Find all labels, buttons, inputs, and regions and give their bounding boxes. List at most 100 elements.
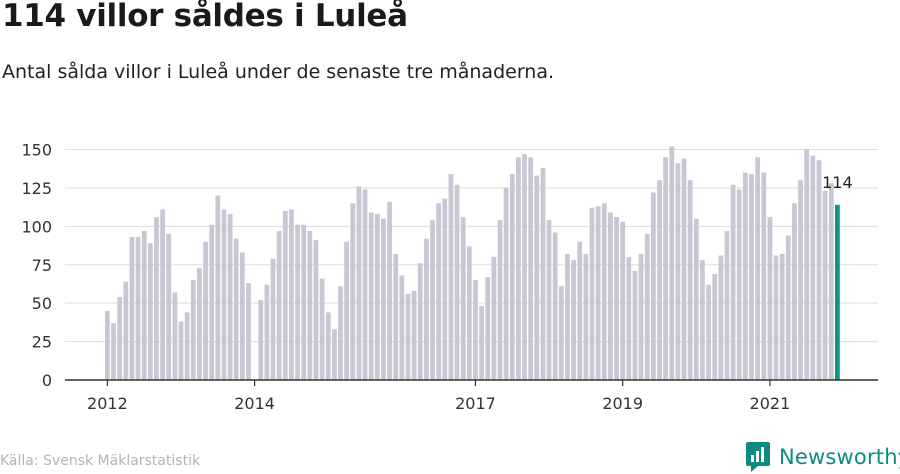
- source-note: Källa: Svensk Mäklarstatistik: [0, 453, 201, 469]
- bar: [344, 241, 350, 380]
- bar: [442, 198, 448, 380]
- bar: [147, 243, 153, 380]
- bar: [233, 238, 239, 380]
- bar: [614, 217, 619, 380]
- bar: [497, 220, 503, 380]
- bar: [436, 203, 442, 380]
- y-axis-tick-labels: 0 25 50 75 100 125 150: [21, 141, 52, 391]
- bar: [742, 172, 748, 380]
- bar: [755, 157, 761, 380]
- bar: [135, 237, 141, 380]
- bar: [289, 209, 294, 380]
- bar: [516, 157, 521, 380]
- bar: [399, 275, 405, 380]
- bar: [466, 246, 472, 380]
- bar: [792, 203, 797, 380]
- x-tick-label: 2014: [234, 394, 275, 413]
- bar: [264, 284, 270, 380]
- bar: [767, 217, 773, 380]
- bar: [160, 209, 165, 380]
- bar: [798, 180, 803, 380]
- bar: [595, 206, 601, 380]
- brand-name: Newsworthy: [779, 445, 900, 469]
- bar: [301, 224, 307, 380]
- bar: [485, 277, 491, 380]
- bar: [307, 230, 313, 380]
- bar: [681, 158, 687, 380]
- bar: [693, 218, 699, 380]
- bar: [166, 234, 172, 380]
- bar: [117, 297, 123, 380]
- x-axis-ticks: 2012 2014 2017 2019 2021: [87, 380, 790, 413]
- bar: [448, 174, 454, 380]
- bar: [626, 257, 632, 380]
- bar: [546, 220, 552, 380]
- bar: [638, 253, 644, 380]
- bar: [282, 210, 288, 380]
- bar: [608, 212, 613, 380]
- bar: [141, 230, 147, 380]
- bar: [828, 183, 834, 380]
- bar: [669, 146, 675, 380]
- bar: [718, 255, 724, 380]
- bar: [246, 283, 251, 380]
- bar: [454, 184, 460, 380]
- bar: [105, 310, 110, 380]
- newsworthy-logo-icon: [746, 442, 770, 472]
- bar: [129, 237, 135, 380]
- bar: [154, 217, 159, 380]
- bar: [804, 149, 810, 380]
- bar: [700, 260, 705, 380]
- bar: [509, 174, 515, 380]
- bar: [331, 329, 337, 380]
- bar: [374, 214, 380, 380]
- bar: [203, 241, 208, 380]
- bar: [411, 290, 417, 380]
- y-tick-label: 25: [32, 333, 52, 352]
- bar: [111, 323, 116, 380]
- bar: [356, 186, 362, 380]
- bar: [571, 260, 576, 380]
- bar: [577, 241, 583, 380]
- bar: [730, 184, 736, 380]
- bar: [503, 187, 509, 380]
- bar: [362, 189, 368, 380]
- bar: [393, 253, 399, 380]
- bar: [583, 253, 589, 380]
- bar: [779, 253, 785, 380]
- bar: [785, 235, 791, 380]
- bar: [632, 270, 638, 380]
- bar: [522, 154, 527, 380]
- bar: [313, 240, 319, 380]
- bar: [473, 280, 478, 380]
- bar: [644, 234, 650, 380]
- bar: [749, 174, 754, 380]
- bar: [479, 306, 484, 380]
- bar: [761, 172, 767, 380]
- y-tick-label: 75: [32, 256, 52, 275]
- bar: [460, 217, 466, 380]
- bar: [736, 189, 742, 380]
- bar: [227, 214, 233, 380]
- bar: [209, 224, 215, 380]
- bar: [172, 292, 178, 380]
- bar: [258, 300, 264, 380]
- bar: [657, 180, 662, 380]
- bar: [712, 273, 718, 380]
- highlight-value-label: 114: [822, 173, 853, 192]
- bar-chart: 0 25 50 75 100 125 150 2012 2014 2017 2019 2021 11…: [21, 141, 878, 413]
- bar: [552, 232, 558, 380]
- bar: [368, 212, 374, 380]
- bar: [276, 230, 282, 380]
- bar: [239, 252, 245, 380]
- bar: [381, 218, 386, 380]
- bar: [387, 201, 392, 380]
- bar: [325, 312, 331, 380]
- bar: [319, 278, 325, 380]
- bar: [558, 286, 564, 380]
- bar: [675, 163, 681, 380]
- bar: [190, 280, 196, 380]
- bar: [706, 284, 711, 380]
- bar: [687, 180, 693, 380]
- bar: [565, 253, 570, 380]
